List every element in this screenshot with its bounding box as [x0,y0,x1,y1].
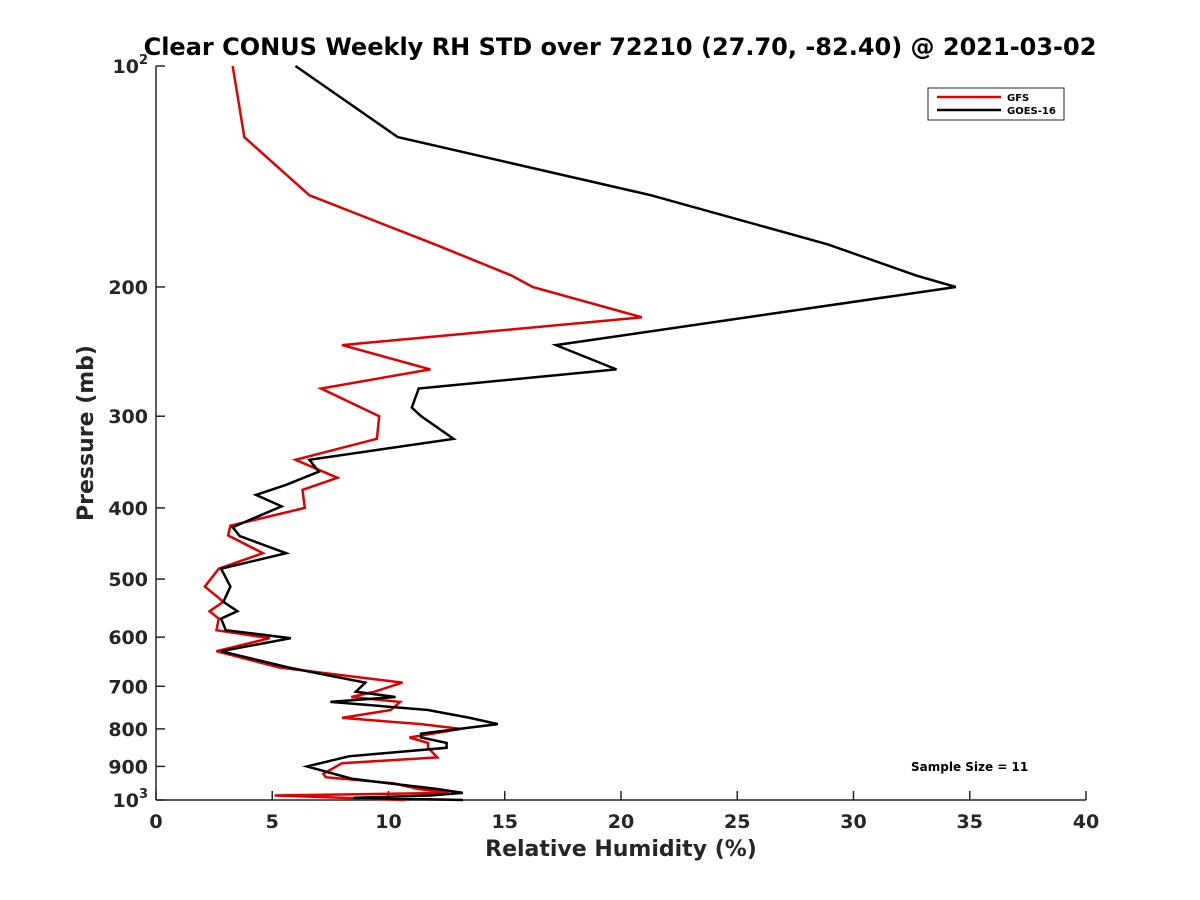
chart-title: Clear CONUS Weekly RH STD over 72210 (27… [144,33,1097,61]
legend-label-goes16: GOES-16 [1007,106,1056,117]
x-tick-label: 30 [840,811,866,833]
y-tick-label: 400 [108,498,148,520]
y-tick-label: 500 [108,569,148,591]
y-tick-label: 700 [108,676,148,698]
y-axis-label: Pressure (mb) [74,345,99,521]
x-ticks: 0 5 10 15 20 25 30 35 40 [149,791,1099,833]
y-tick-label: 102 [113,53,149,78]
legend: GFS GOES-16 [927,87,1065,121]
x-tick-label: 15 [492,811,518,833]
y-tick-label: 300 [108,406,148,428]
x-axis-label: Relative Humidity (%) [485,837,757,862]
sample-size-annotation: Sample Size = 11 [911,760,1028,774]
x-tick-label: 35 [957,811,983,833]
series-line-gfs [203,65,643,802]
x-tick-label: 0 [149,811,162,833]
x-tick-label: 5 [266,811,279,833]
x-tick-label: 10 [375,811,401,833]
x-tick-label: 40 [1073,811,1099,833]
x-tick-label: 20 [608,811,634,833]
y-tick-base: 10 [113,56,139,78]
y-tick-base: 10 [113,790,139,812]
legend-label-gfs: GFS [1007,93,1029,104]
series-layer [203,64,957,802]
y-tick-exponent: 3 [139,787,148,802]
y-tick-label: 103 [113,787,149,812]
x-tick-label: 25 [724,811,750,833]
y-tick-label: 800 [108,719,148,741]
y-tick-label: 200 [108,277,148,299]
series-line-goes-16 [219,64,957,802]
y-tick-label: 900 [108,756,148,778]
plot-area: 0 5 10 15 20 25 30 35 40 10220030040050060070080… [108,53,1099,833]
legend-box [927,87,1065,121]
y-tick-exponent: 2 [139,53,148,68]
y-tick-label: 600 [108,627,148,649]
